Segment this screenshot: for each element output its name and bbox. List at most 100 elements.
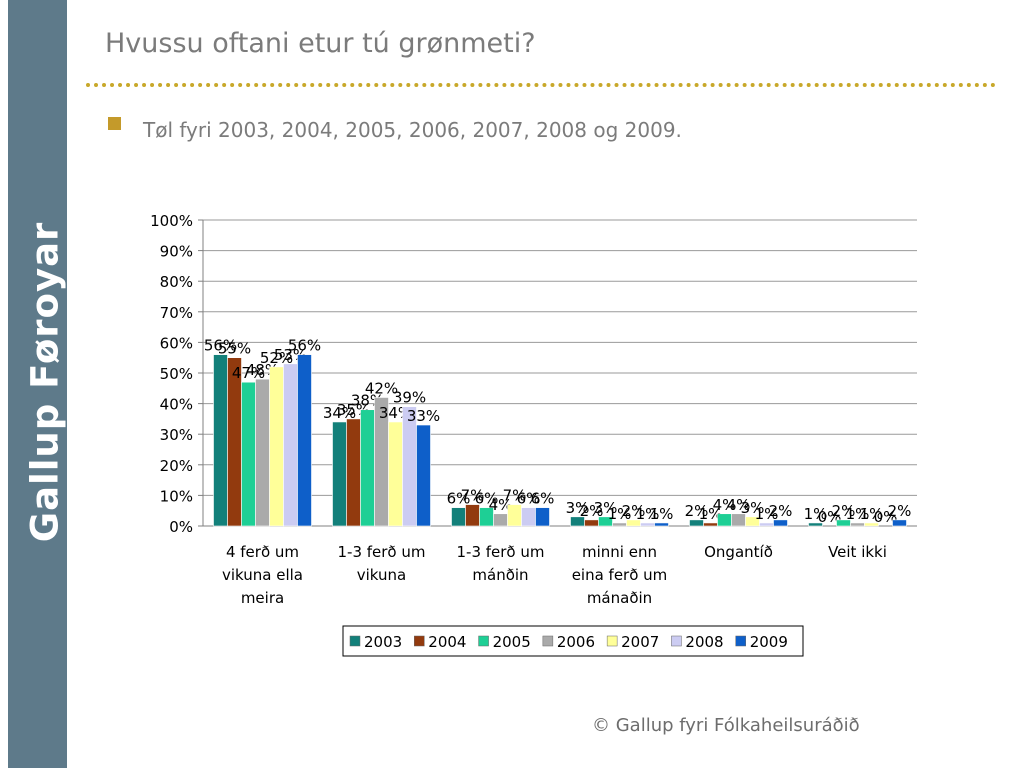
bar — [269, 366, 284, 527]
legend-swatch — [542, 635, 554, 647]
data-label: 39% — [393, 389, 426, 407]
data-label: 6% — [517, 490, 541, 508]
bar — [584, 519, 599, 527]
bar — [346, 418, 361, 527]
legend-swatch — [478, 635, 489, 647]
y-tick-label: 40% — [160, 396, 193, 414]
bar — [227, 357, 242, 527]
y-tick-label: 100% — [150, 212, 193, 230]
data-label: 1% — [650, 505, 674, 523]
legend-swatch — [606, 635, 618, 647]
data-label: 1% — [755, 505, 779, 523]
data-label: 4% — [489, 496, 513, 514]
bar — [507, 504, 522, 527]
category-label: mánaðin — [587, 589, 652, 607]
brand-sidebar: Gallup Føroyar — [8, 0, 67, 768]
y-tick-label: 70% — [160, 304, 193, 322]
bar — [864, 522, 879, 527]
bar — [759, 522, 774, 527]
bar — [297, 354, 312, 527]
legend-box — [342, 625, 804, 657]
legend-label: 2008 — [685, 633, 723, 651]
data-label: 56% — [288, 337, 321, 355]
category-label: meira — [241, 589, 284, 607]
bar — [255, 378, 270, 527]
bar — [703, 522, 718, 527]
slide-title: Hvussu oftani etur tú grønmeti? — [105, 28, 536, 59]
bar — [241, 381, 256, 527]
data-label: 33% — [407, 407, 440, 425]
data-label: 6% — [475, 490, 499, 508]
legend-label: 2009 — [750, 633, 788, 651]
data-label: 0% — [874, 508, 898, 526]
bar — [717, 513, 732, 527]
square-bullet-icon — [108, 117, 121, 130]
data-label: 0% — [818, 508, 842, 526]
legend-swatch — [735, 635, 746, 647]
data-label: 7% — [461, 487, 485, 505]
data-label: 1% — [804, 505, 828, 523]
category-label: 1-3 ferð um — [456, 543, 544, 561]
legend-label: 2005 — [493, 633, 531, 651]
data-label: 47% — [232, 364, 265, 382]
y-tick-label: 50% — [160, 365, 193, 383]
y-tick-label: 10% — [160, 487, 193, 505]
y-tick-label: 80% — [160, 273, 193, 291]
bar — [773, 519, 788, 527]
y-tick-label: 60% — [160, 334, 193, 352]
copyright-footer: © Gallup fyri Fólkaheilsuráðið — [592, 715, 860, 736]
data-label: 2% — [622, 502, 646, 520]
bar — [388, 421, 403, 527]
bar — [808, 522, 823, 527]
y-tick-label: 90% — [160, 243, 193, 261]
data-label: 6% — [531, 490, 555, 508]
category-label: 1-3 ferð um — [337, 543, 425, 561]
data-label: 1% — [699, 505, 723, 523]
bar — [521, 507, 536, 527]
y-tick-label: 0% — [169, 518, 193, 536]
legend-label: 2006 — [557, 633, 595, 651]
y-tick-label: 20% — [160, 457, 193, 475]
bar — [360, 409, 375, 527]
bar — [612, 522, 627, 527]
data-label: 6% — [447, 490, 471, 508]
data-label: 3% — [594, 499, 618, 517]
bar — [745, 516, 760, 527]
title-divider — [86, 83, 996, 87]
bar — [892, 519, 907, 527]
data-label: 56% — [204, 337, 237, 355]
data-label: 1% — [846, 505, 870, 523]
category-label: vikuna — [357, 566, 406, 584]
category-label: minni enn — [582, 543, 657, 561]
data-label: 7% — [503, 487, 527, 505]
data-label: 2% — [888, 502, 912, 520]
data-label: 3% — [566, 499, 590, 517]
data-label: 3% — [741, 499, 765, 517]
data-label: 55% — [218, 340, 251, 358]
legend-swatch — [349, 635, 361, 647]
category-label: vikuna ella — [222, 566, 303, 584]
bar — [213, 354, 228, 527]
bar — [598, 516, 613, 527]
data-label: 34% — [323, 404, 356, 422]
category-label: Veit ikki — [828, 543, 887, 561]
data-label: 2% — [769, 502, 793, 520]
data-label: 42% — [365, 379, 398, 397]
bar — [465, 504, 480, 527]
data-label: 52% — [260, 349, 293, 367]
bar — [640, 522, 655, 527]
category-label: Ongantíð — [704, 543, 773, 561]
data-label: 4% — [727, 496, 751, 514]
data-label: 2% — [580, 502, 604, 520]
bar — [451, 507, 466, 527]
bar — [654, 522, 669, 527]
bar — [416, 424, 431, 527]
legend-label: 2007 — [621, 633, 659, 651]
data-label: 2% — [832, 502, 856, 520]
legend-swatch — [671, 635, 682, 647]
data-label: 1% — [636, 505, 660, 523]
category-label: mánðin — [472, 566, 528, 584]
y-tick-label: 30% — [160, 426, 193, 444]
legend-label: 2004 — [428, 633, 466, 651]
